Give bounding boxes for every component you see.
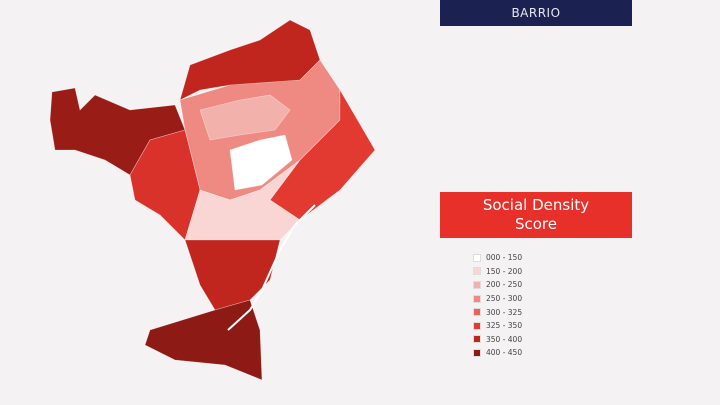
legend-label: 150 - 200: [486, 266, 523, 276]
legend-label: 400 - 450: [486, 348, 523, 358]
legend-swatch: [473, 348, 481, 357]
map: [49, 19, 376, 381]
legend-item: 400 - 450: [473, 346, 522, 360]
legend-label: 325 - 350: [486, 321, 523, 331]
legend-swatch: [473, 253, 481, 262]
legend-label: 350 - 400: [486, 334, 523, 344]
pier: [227, 204, 316, 331]
barrio-button[interactable]: BARRIO: [440, 0, 632, 26]
legend-swatch: [473, 308, 481, 317]
district: [144, 299, 263, 381]
legend-item: 350 - 400: [473, 333, 522, 347]
legend-item: 000 - 150: [473, 251, 522, 265]
legend-swatch: [473, 335, 481, 344]
legend-item: 200 - 250: [473, 278, 522, 292]
legend-item: 300 - 325: [473, 305, 522, 319]
legend-label: 250 - 300: [486, 294, 523, 304]
legend: 000 - 150 150 - 200 200 - 250 250 - 300 300 …: [473, 251, 522, 360]
legend-item: 325 - 350: [473, 319, 522, 333]
legend-label: 200 - 250: [486, 280, 523, 290]
legend-item: 150 - 200: [473, 265, 522, 279]
legend-label: 000 - 150: [486, 253, 523, 263]
district: [199, 94, 291, 141]
legend-item: 250 - 300: [473, 292, 522, 306]
district: [184, 239, 281, 311]
legend-swatch: [473, 321, 481, 330]
district: [229, 134, 293, 191]
legend-title: Social Density Score: [440, 192, 632, 238]
legend-swatch: [473, 294, 481, 303]
legend-swatch: [473, 267, 481, 276]
legend-label: 300 - 325: [486, 307, 523, 317]
legend-swatch: [473, 280, 481, 289]
